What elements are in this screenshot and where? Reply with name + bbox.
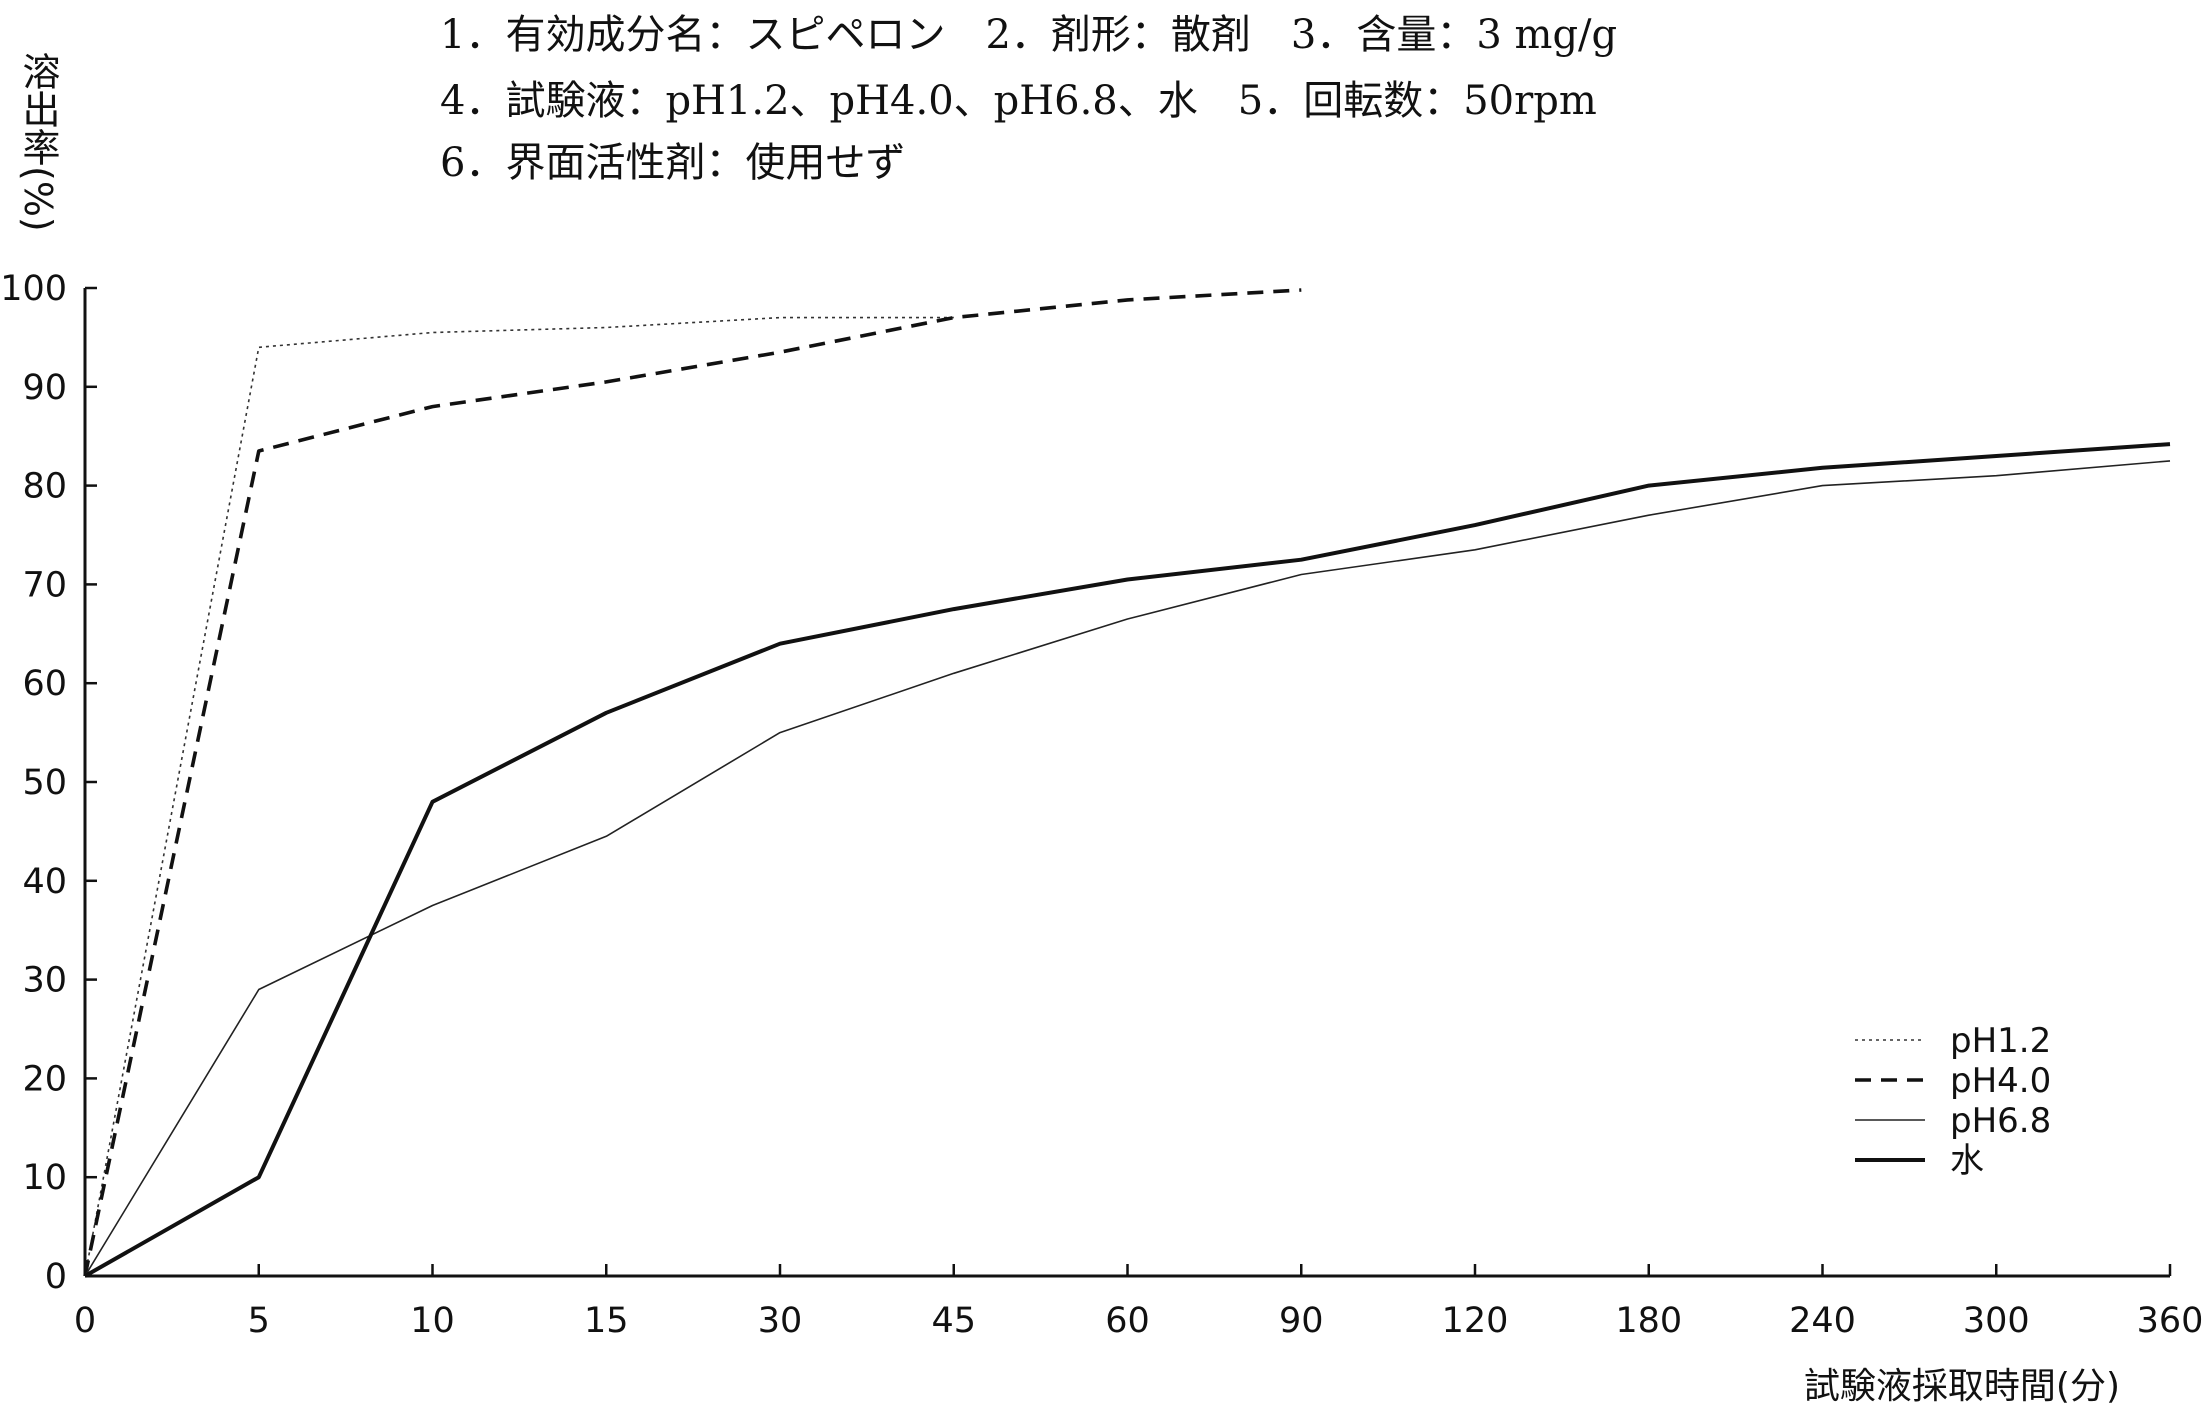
- y-tick-label: 0: [45, 1257, 67, 1297]
- series-line-thin: [84, 460, 2171, 1277]
- y-tick-label: 100: [0, 269, 67, 309]
- x-tick-label: 300: [1963, 1301, 2030, 1341]
- x-tick-label: 0: [74, 1301, 96, 1341]
- y-axis-label: 溶出率(%): [16, 52, 60, 232]
- legend-label: pH1.2: [1950, 1021, 2051, 1061]
- x-tick-label: 120: [1442, 1301, 1509, 1341]
- x-tick-label: 45: [931, 1301, 976, 1341]
- series-lines: [83, 288, 2171, 1278]
- x-tick-label: 60: [1105, 1301, 1150, 1341]
- legend-label: pH6.8: [1950, 1101, 2051, 1141]
- x-ticks: 0 5 10 15 30 45 60 90 120 180 240 300 360: [74, 1264, 2204, 1341]
- y-tick-label: 20: [22, 1059, 67, 1099]
- header-line-3: 6．界面活性剤：使用せず: [440, 140, 905, 186]
- y-tick-label: 60: [22, 664, 67, 704]
- y-tick-label: 30: [22, 961, 67, 1001]
- x-tick-label: 240: [1789, 1301, 1856, 1341]
- y-tick-label: 90: [22, 368, 67, 408]
- header-line-1: 1．有効成分名：スピペロン 2．剤形：散剤 3．含量：3 mg/g: [440, 12, 1617, 58]
- y-ticks: 0 10 20 30 40 50 60 70 80 90 100: [0, 269, 97, 1297]
- x-axis-label: 試験液採取時間(分): [1804, 1366, 2120, 1407]
- series-line-dashed: [83, 288, 1302, 1277]
- x-tick-label: 15: [584, 1301, 629, 1341]
- legend-label: 水: [1950, 1141, 1984, 1181]
- legend-label: pH4.0: [1950, 1061, 2051, 1101]
- header-line-2: 4．試験液：pH1.2、pH4.0、pH6.8、水 5．回転数：50rpm: [440, 78, 1597, 124]
- y-tick-label: 80: [22, 467, 67, 507]
- y-tick-label: 70: [22, 565, 67, 605]
- x-tick-label: 90: [1279, 1301, 1324, 1341]
- x-tick-label: 30: [758, 1301, 803, 1341]
- y-tick-label: 50: [22, 763, 67, 803]
- x-tick-label: 180: [1615, 1301, 1682, 1341]
- x-tick-label: 10: [410, 1301, 455, 1341]
- x-tick-label: 5: [248, 1301, 270, 1341]
- series-line-dotted: [84, 316, 954, 1277]
- y-tick-label: 40: [22, 862, 67, 902]
- y-tick-label: 10: [22, 1158, 67, 1198]
- series-line-thick: [84, 442, 2171, 1278]
- x-tick-label: 360: [2137, 1301, 2204, 1341]
